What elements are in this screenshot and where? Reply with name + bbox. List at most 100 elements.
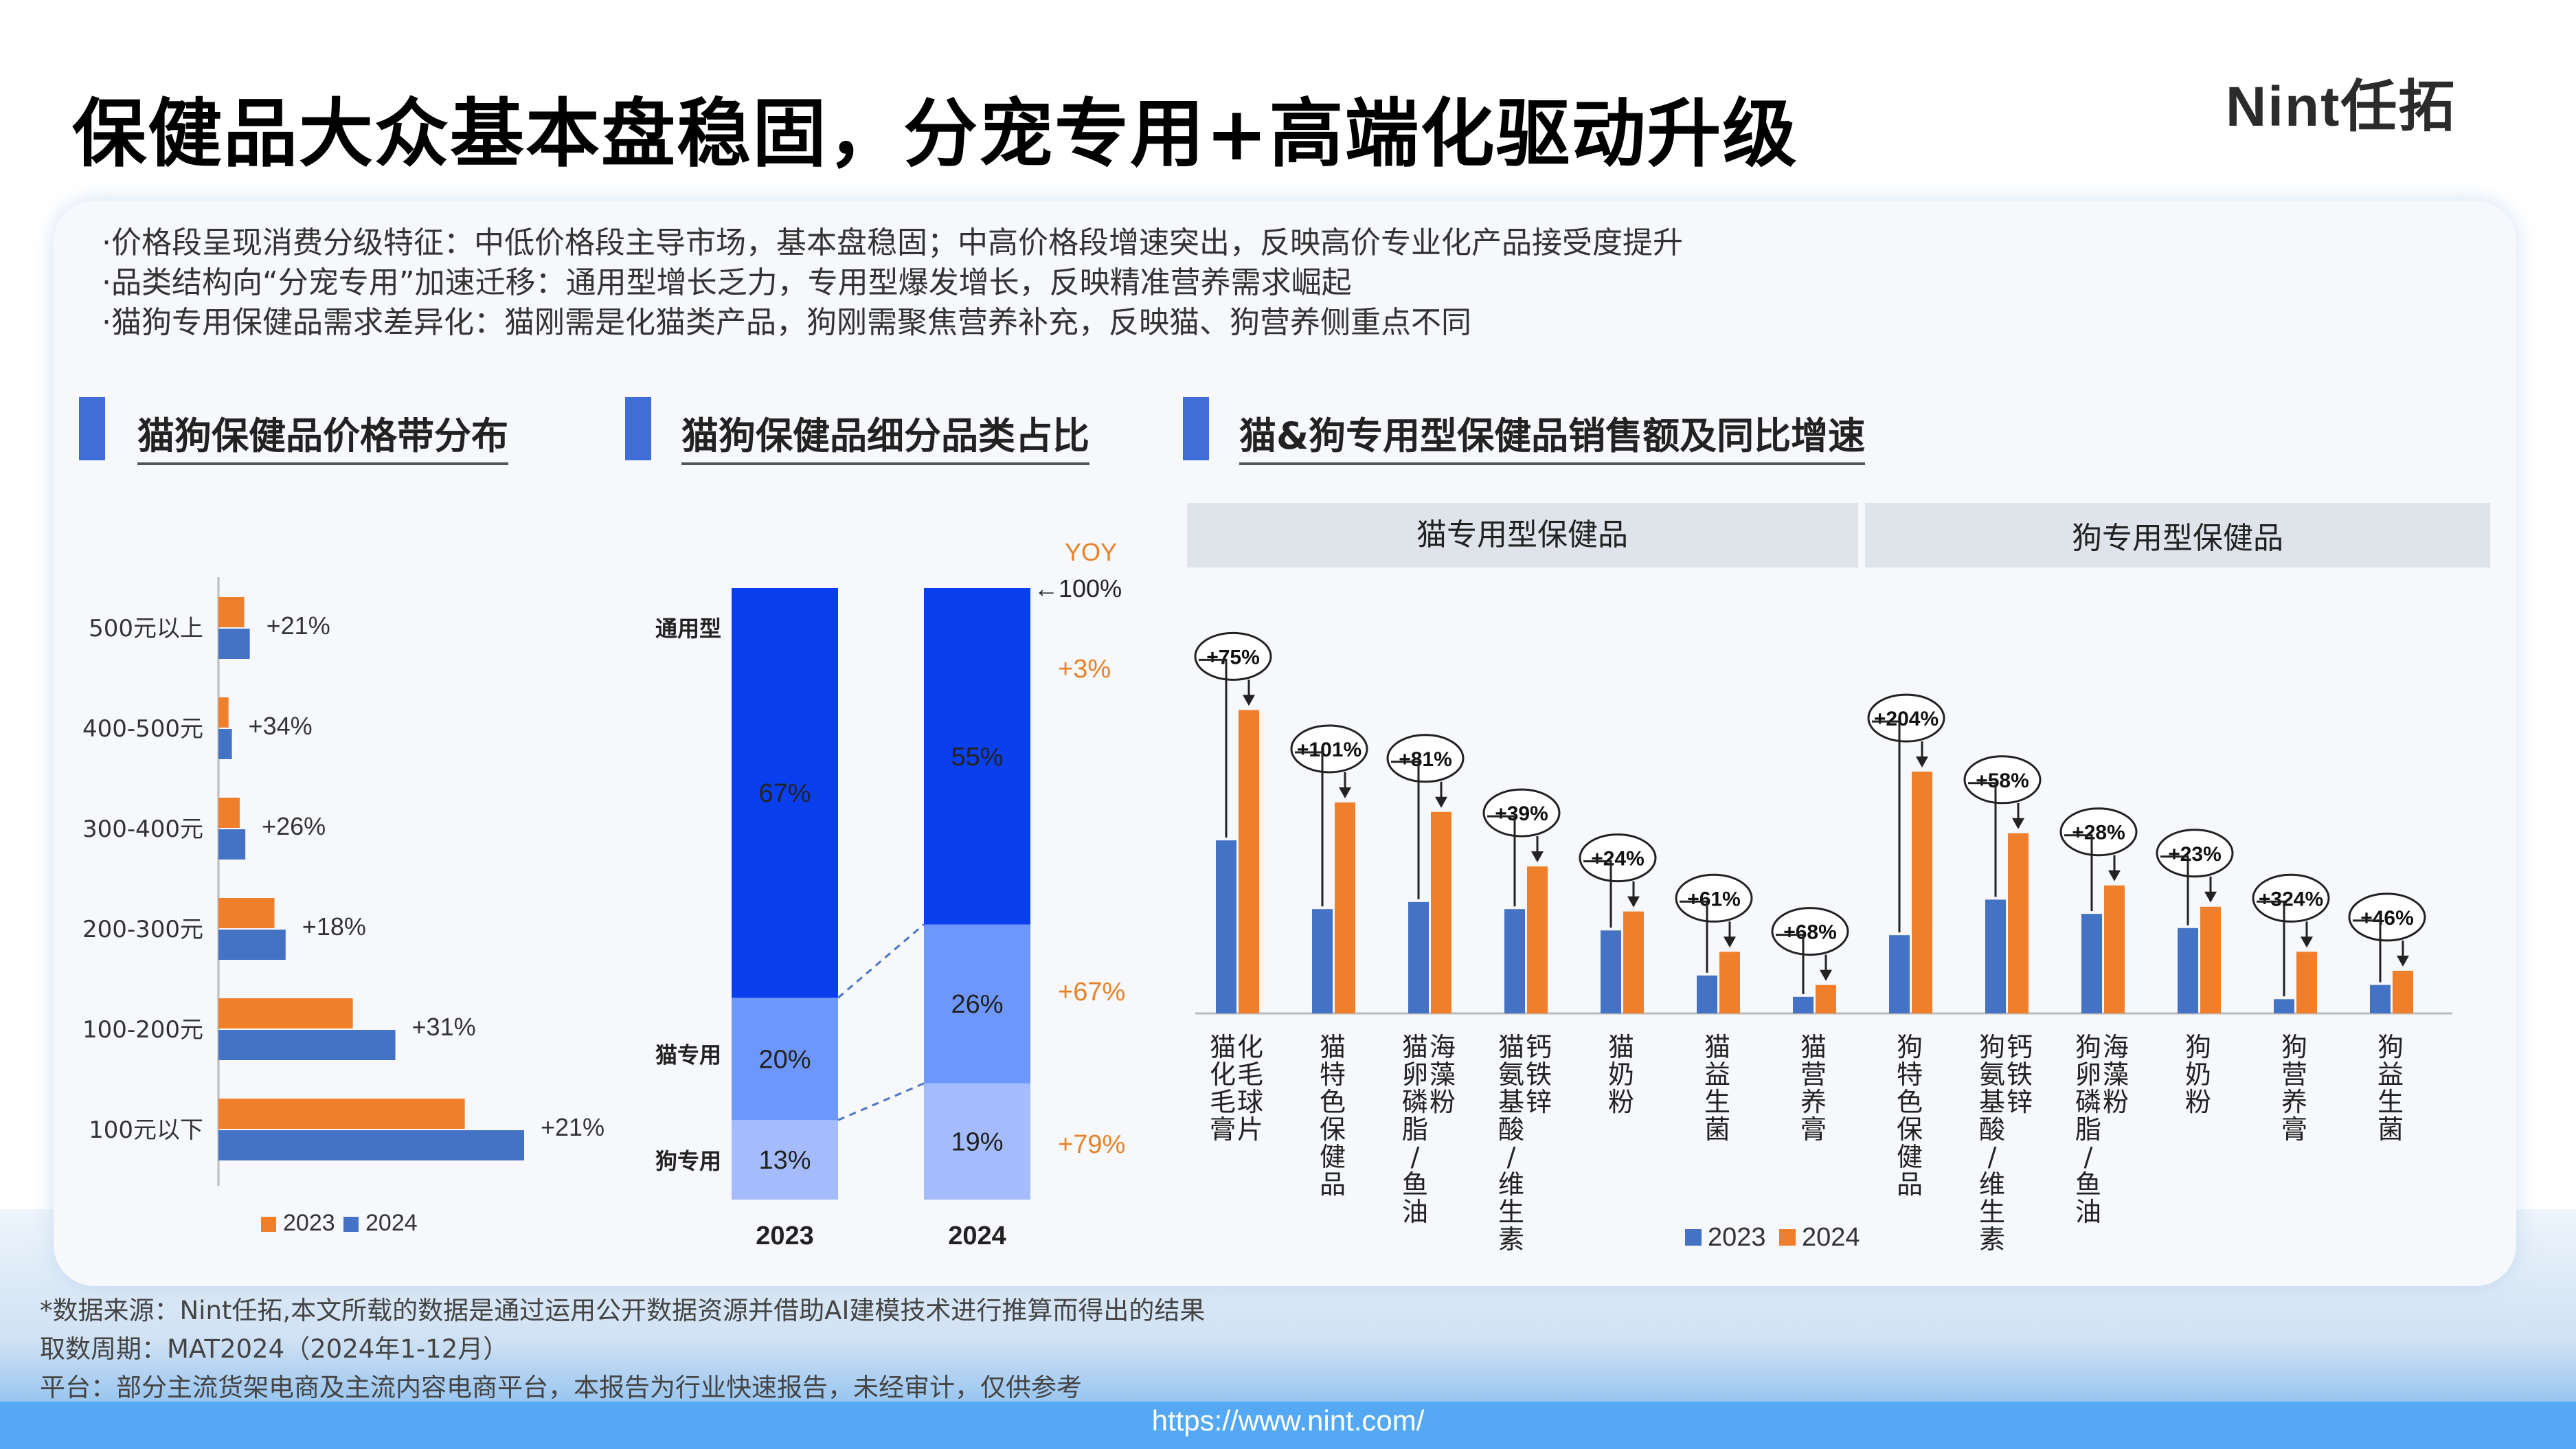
category-label: 猫氨基酸/维生素 (1498, 1032, 1524, 1255)
segment-share-chart: 13% 20% 67% 2023 19% 26% 55% 2024 狗专用 猫专用 通用型 YOY ←1… (655, 538, 1125, 1250)
callout-arrow-head (2301, 936, 2313, 948)
growth-label: +18% (302, 912, 366, 941)
category-label: 狗卵磷脂/鱼油 (2075, 1032, 2101, 1227)
growth-label: +34% (249, 712, 313, 740)
bar-2023 (218, 798, 240, 828)
growth-label: +31% (412, 1013, 476, 1041)
category-label: 猫营养膏 (1800, 1032, 1827, 1145)
bar-2023 (1504, 909, 1525, 1013)
callout-arrow-head (2108, 870, 2121, 881)
bar-2023 (218, 998, 353, 1029)
bar-2023 (218, 898, 275, 928)
callout-arrow-head (1627, 896, 1640, 908)
group-header-cat-bg (1187, 503, 1858, 568)
stack-segment (924, 588, 1030, 925)
bar-2023 (218, 1099, 465, 1129)
callout-arrow-head (2397, 955, 2409, 967)
url-bar (0, 1402, 2576, 1449)
legend-swatch-2024 (1779, 1229, 1796, 1246)
yoy-label: +3% (1058, 655, 1111, 684)
bar-2023 (1601, 930, 1621, 1013)
callout-connector (1776, 934, 1805, 994)
section-marker (1183, 397, 1209, 460)
bar-2024 (2393, 970, 2413, 1013)
category-label: 猫特色保健品 (1320, 1032, 1346, 1200)
callout-connector (1583, 860, 1612, 928)
stack-segment (732, 1120, 838, 1200)
growth-callout (1771, 907, 1849, 956)
bar-2024 (1335, 802, 1355, 1013)
section-marker (79, 397, 105, 460)
segment-value-label: 55% (951, 743, 1003, 772)
callout-arrow-head (1916, 756, 1928, 768)
group-header-dog-bg (1865, 503, 2490, 568)
bar-2024 (2104, 885, 2125, 1013)
callout-connector (2064, 834, 2093, 912)
growth-callout (1675, 873, 1753, 923)
price-category-label: 200-300元 (82, 916, 203, 943)
bar-2023 (1793, 996, 1814, 1013)
callout-connector (1295, 751, 1324, 907)
finding-1: ·价格段呈现消费分级特征：中低价格段主导市场，基本盘稳固；中高价格段增速突出，反… (102, 225, 1683, 260)
bar-2024 (1816, 985, 1836, 1013)
category-label: 海藻粉 (2103, 1032, 2129, 1117)
growth-callout (1963, 755, 2042, 805)
callout-arrow-head (1531, 851, 1544, 863)
yoy-label: +79% (1058, 1130, 1125, 1159)
category-label: 狗特色保健品 (1897, 1032, 1923, 1200)
segment-value-label: 67% (758, 779, 811, 808)
legend-swatch-2023 (261, 1217, 276, 1232)
legend-swatch-2024 (343, 1217, 359, 1232)
segment-value-label: 19% (951, 1127, 1003, 1156)
bar-2023 (1312, 909, 1333, 1013)
bar-2023 (1408, 901, 1429, 1013)
price-band-chart: 500元以上 +21% 400-500元 +34% 300-400元 +26% 200-30… (82, 577, 605, 1236)
section-segment-title: 猫狗保健品细分品类占比 (681, 405, 1089, 465)
bar-2024 (218, 829, 246, 860)
callout-arrow-head (1339, 787, 1351, 798)
growth-label: +324% (2259, 888, 2323, 910)
growth-callout (1290, 724, 1368, 774)
callout-arrow-head (2012, 818, 2024, 829)
stack-segment (732, 998, 838, 1121)
growth-callout (1482, 788, 1561, 838)
bar-2024 (218, 629, 250, 659)
growth-label: +39% (1495, 802, 1548, 825)
bar-2024 (2008, 833, 2029, 1013)
growth-label: +21% (267, 611, 330, 640)
callout-connector (1199, 658, 1228, 838)
category-label: 海藻粉 (1430, 1032, 1456, 1117)
callout-arrow-head (1435, 796, 1447, 808)
category-label: 狗益生菌 (2377, 1032, 2404, 1145)
growth-label: +81% (1399, 748, 1452, 771)
segment-value-label: 20% (758, 1045, 811, 1074)
finding-3: ·猫狗专用保健品需求差异化：猫刚需是化猫类产品，狗刚需聚焦营养补充，反映猫、狗营… (102, 305, 1471, 340)
category-label: 钙铁锌 (2007, 1032, 2033, 1117)
category-label: 猫奶粉 (1608, 1032, 1634, 1117)
segment-name-label: 通用型 (655, 616, 721, 642)
growth-callout (2252, 873, 2330, 923)
bar-2024 (218, 1130, 524, 1160)
callout-connector (1872, 720, 1901, 933)
growth-callout (1386, 734, 1465, 783)
category-label: 狗营养膏 (2281, 1032, 2307, 1145)
section-marker (625, 397, 651, 460)
website-url[interactable]: https://www.nint.com/ (1151, 1404, 1425, 1437)
price-category-label: 100元以下 (89, 1116, 203, 1144)
price-category-label: 500元以上 (89, 615, 203, 642)
footer-platform: 平台：部分主流货架电商及主流内容电商平台，本报告为行业快速报告，未经审计，仅供参… (40, 1373, 1082, 1402)
legend-label-2023: 2023 (283, 1210, 335, 1236)
legend-label-2024: 2024 (1802, 1223, 1860, 1252)
growth-callout (2348, 892, 2426, 942)
bar-2023 (2081, 914, 2102, 1013)
callout-connector (2353, 919, 2382, 982)
stack-segment (924, 924, 1030, 1083)
bar-2024 (1623, 911, 1644, 1013)
bar-2023 (1985, 899, 2006, 1013)
callout-connector (1487, 815, 1516, 907)
bar-2024 (2296, 952, 2317, 1013)
bar-2023 (218, 597, 245, 627)
callout-connector (1680, 900, 1708, 973)
key-findings: ·价格段呈现消费分级特征：中低价格段主导市场，基本盘稳固；中高价格段增速突出，反… (102, 223, 1683, 343)
growth-callout (1867, 693, 1945, 743)
